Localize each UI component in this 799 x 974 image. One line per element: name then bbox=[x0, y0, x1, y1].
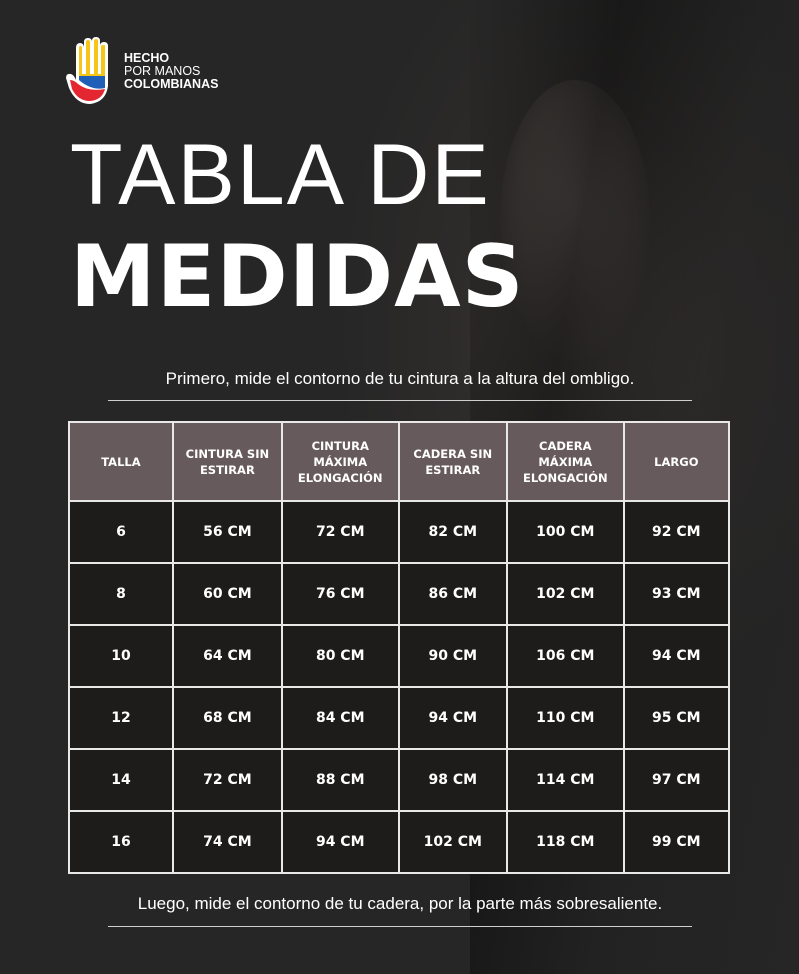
title-line1: TABLA DE bbox=[70, 127, 491, 223]
table-cell: 94 CM bbox=[622, 624, 731, 688]
logo: HECHO POR MANOS COLOMBIANAS bbox=[66, 36, 218, 106]
table-row: 12 68 CM 84 CM 94 CM 110 CM 95 CM bbox=[68, 686, 731, 750]
column-header: TALLA bbox=[68, 421, 174, 502]
table-cell: 6 bbox=[68, 500, 174, 564]
table-cell: 72 CM bbox=[280, 500, 400, 564]
table-cell: 94 CM bbox=[397, 686, 508, 750]
title-line2: MEDIDAS bbox=[70, 227, 525, 327]
table-cell: 97 CM bbox=[622, 748, 731, 812]
column-header: CINTURA SIN ESTIRAR bbox=[171, 421, 283, 502]
table-cell: 8 bbox=[68, 562, 174, 626]
table-cell: 106 CM bbox=[505, 624, 625, 688]
table-cell: 80 CM bbox=[280, 624, 400, 688]
table-row: 16 74 CM 94 CM 102 CM 118 CM 99 CM bbox=[68, 810, 731, 874]
table-cell: 82 CM bbox=[397, 500, 508, 564]
table-cell: 92 CM bbox=[622, 500, 731, 564]
column-header: CINTURA MÁXIMA ELONGACIÓN bbox=[280, 421, 400, 502]
table-cell: 64 CM bbox=[171, 624, 283, 688]
table-cell: 99 CM bbox=[622, 810, 731, 874]
logo-line2: POR MANOS bbox=[124, 63, 201, 78]
table-cell: 14 bbox=[68, 748, 174, 812]
divider-top bbox=[108, 400, 692, 401]
divider-bottom bbox=[108, 926, 692, 927]
table-cell: 60 CM bbox=[171, 562, 283, 626]
table-header-row: TALLA CINTURA SIN ESTIRAR CINTURA MÁXIMA E… bbox=[68, 421, 731, 502]
table-row: 6 56 CM 72 CM 82 CM 100 CM 92 CM bbox=[68, 500, 731, 564]
table-cell: 68 CM bbox=[171, 686, 283, 750]
table-cell: 114 CM bbox=[505, 748, 625, 812]
table-cell: 118 CM bbox=[505, 810, 625, 874]
logo-line1: HECHO bbox=[124, 50, 170, 65]
instruction-top: Primero, mide el contorno de tu cintura … bbox=[165, 369, 635, 388]
table-cell: 98 CM bbox=[397, 748, 508, 812]
table-cell: 10 bbox=[68, 624, 174, 688]
table-cell: 72 CM bbox=[171, 748, 283, 812]
column-header: LARGO bbox=[622, 421, 731, 502]
table-cell: 93 CM bbox=[622, 562, 731, 626]
table-cell: 94 CM bbox=[280, 810, 400, 874]
table-cell: 76 CM bbox=[280, 562, 400, 626]
table-cell: 100 CM bbox=[505, 500, 625, 564]
table-cell: 102 CM bbox=[397, 810, 508, 874]
instruction-bottom: Luego, mide el contorno de tu cadera, po… bbox=[137, 894, 663, 913]
column-header: CADERA SIN ESTIRAR bbox=[397, 421, 508, 502]
table-cell: 12 bbox=[68, 686, 174, 750]
table-cell: 102 CM bbox=[505, 562, 625, 626]
table-cell: 90 CM bbox=[397, 624, 508, 688]
size-table: TALLA CINTURA SIN ESTIRAR CINTURA MÁXIMA E… bbox=[68, 421, 731, 874]
table-cell: 86 CM bbox=[397, 562, 508, 626]
table-cell: 56 CM bbox=[171, 500, 283, 564]
table-cell: 74 CM bbox=[171, 810, 283, 874]
table-cell: 95 CM bbox=[622, 686, 731, 750]
table-row: 10 64 CM 80 CM 90 CM 106 CM 94 CM bbox=[68, 624, 731, 688]
table-row: 14 72 CM 88 CM 98 CM 114 CM 97 CM bbox=[68, 748, 731, 812]
column-header: CADERA MÁXIMA ELONGACIÓN bbox=[505, 421, 625, 502]
table-cell: 110 CM bbox=[505, 686, 625, 750]
table-cell: 88 CM bbox=[280, 748, 400, 812]
table-row: 8 60 CM 76 CM 86 CM 102 CM 93 CM bbox=[68, 562, 731, 626]
logo-line3: COLOMBIANAS bbox=[124, 76, 219, 91]
hand-flag-icon bbox=[66, 37, 108, 104]
table-cell: 84 CM bbox=[280, 686, 400, 750]
table-cell: 16 bbox=[68, 810, 174, 874]
